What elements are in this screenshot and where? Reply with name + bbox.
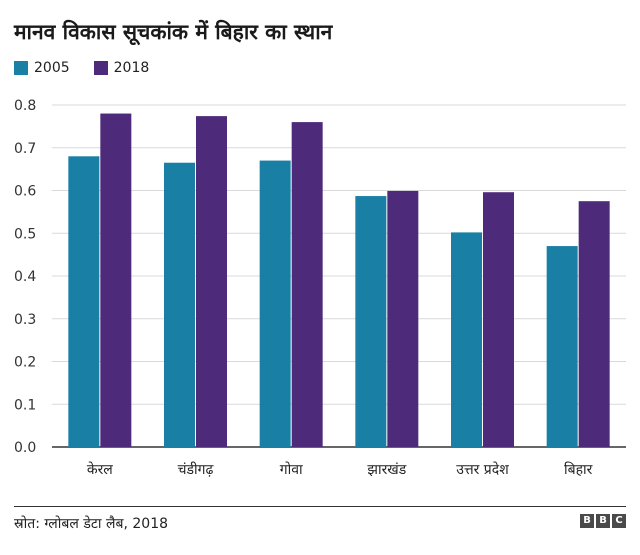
bar-2018 xyxy=(291,122,323,447)
bar-2005 xyxy=(546,246,578,447)
bar-2005 xyxy=(68,156,100,448)
legend-swatch-2005 xyxy=(14,61,28,75)
y-tick-label: 0.3 xyxy=(14,312,36,328)
y-tick-label: 0.7 xyxy=(14,141,36,157)
legend-item-2018: 2018 xyxy=(93,60,150,76)
footer-divider xyxy=(14,506,626,507)
bar-2005 xyxy=(451,232,482,447)
y-tick-label: 0.1 xyxy=(14,397,36,413)
y-tick-label: 0.5 xyxy=(14,226,36,242)
legend-item-2005: 2005 xyxy=(14,60,70,76)
x-tick-label: झारखंड xyxy=(367,462,406,478)
legend: 2005 2018 xyxy=(14,60,149,76)
bbc-logo-b2: B xyxy=(596,514,610,528)
x-tick-label: चंडीगढ़ xyxy=(178,461,215,478)
bar-chart: 0.0 0.1 0.2 0.3 0.4 0.5 0.6 0.7 0.8 केरल चंडीगढ़ गो… xyxy=(14,98,626,478)
bar-2005 xyxy=(259,160,291,447)
x-tick-label: गोवा xyxy=(280,461,303,478)
bar-2005 xyxy=(164,162,195,447)
x-tick-label: बिहार xyxy=(564,461,593,478)
bbc-logo-c: C xyxy=(612,514,626,528)
bar-2018 xyxy=(578,201,610,447)
chart-title: मानव विकास सूचकांक में बिहार का स्थान xyxy=(14,20,333,44)
x-tick-label: उत्तर प्रदेश xyxy=(456,461,509,478)
legend-swatch-2018 xyxy=(93,61,108,75)
bar-2018 xyxy=(100,113,132,448)
bar-2018 xyxy=(483,192,514,447)
source-note: स्रोत: ग्लोबल डेटा लैब, 2018 xyxy=(14,516,169,532)
bbc-logo: B B C xyxy=(580,514,626,528)
y-tick-label: 0.8 xyxy=(14,98,36,114)
bar-2005 xyxy=(355,196,387,447)
bbc-logo-b1: B xyxy=(580,514,594,528)
y-tick-label: 0.2 xyxy=(14,355,36,371)
bar-2018 xyxy=(196,116,227,448)
bar-2018 xyxy=(387,190,419,447)
legend-label-2018: 2018 xyxy=(113,60,150,76)
y-tick-label: 0.0 xyxy=(14,440,36,456)
x-tick-label: केरल xyxy=(87,461,113,478)
y-tick-label: 0.6 xyxy=(14,184,36,200)
y-tick-label: 0.4 xyxy=(14,269,36,285)
legend-label-2005: 2005 xyxy=(34,60,70,76)
